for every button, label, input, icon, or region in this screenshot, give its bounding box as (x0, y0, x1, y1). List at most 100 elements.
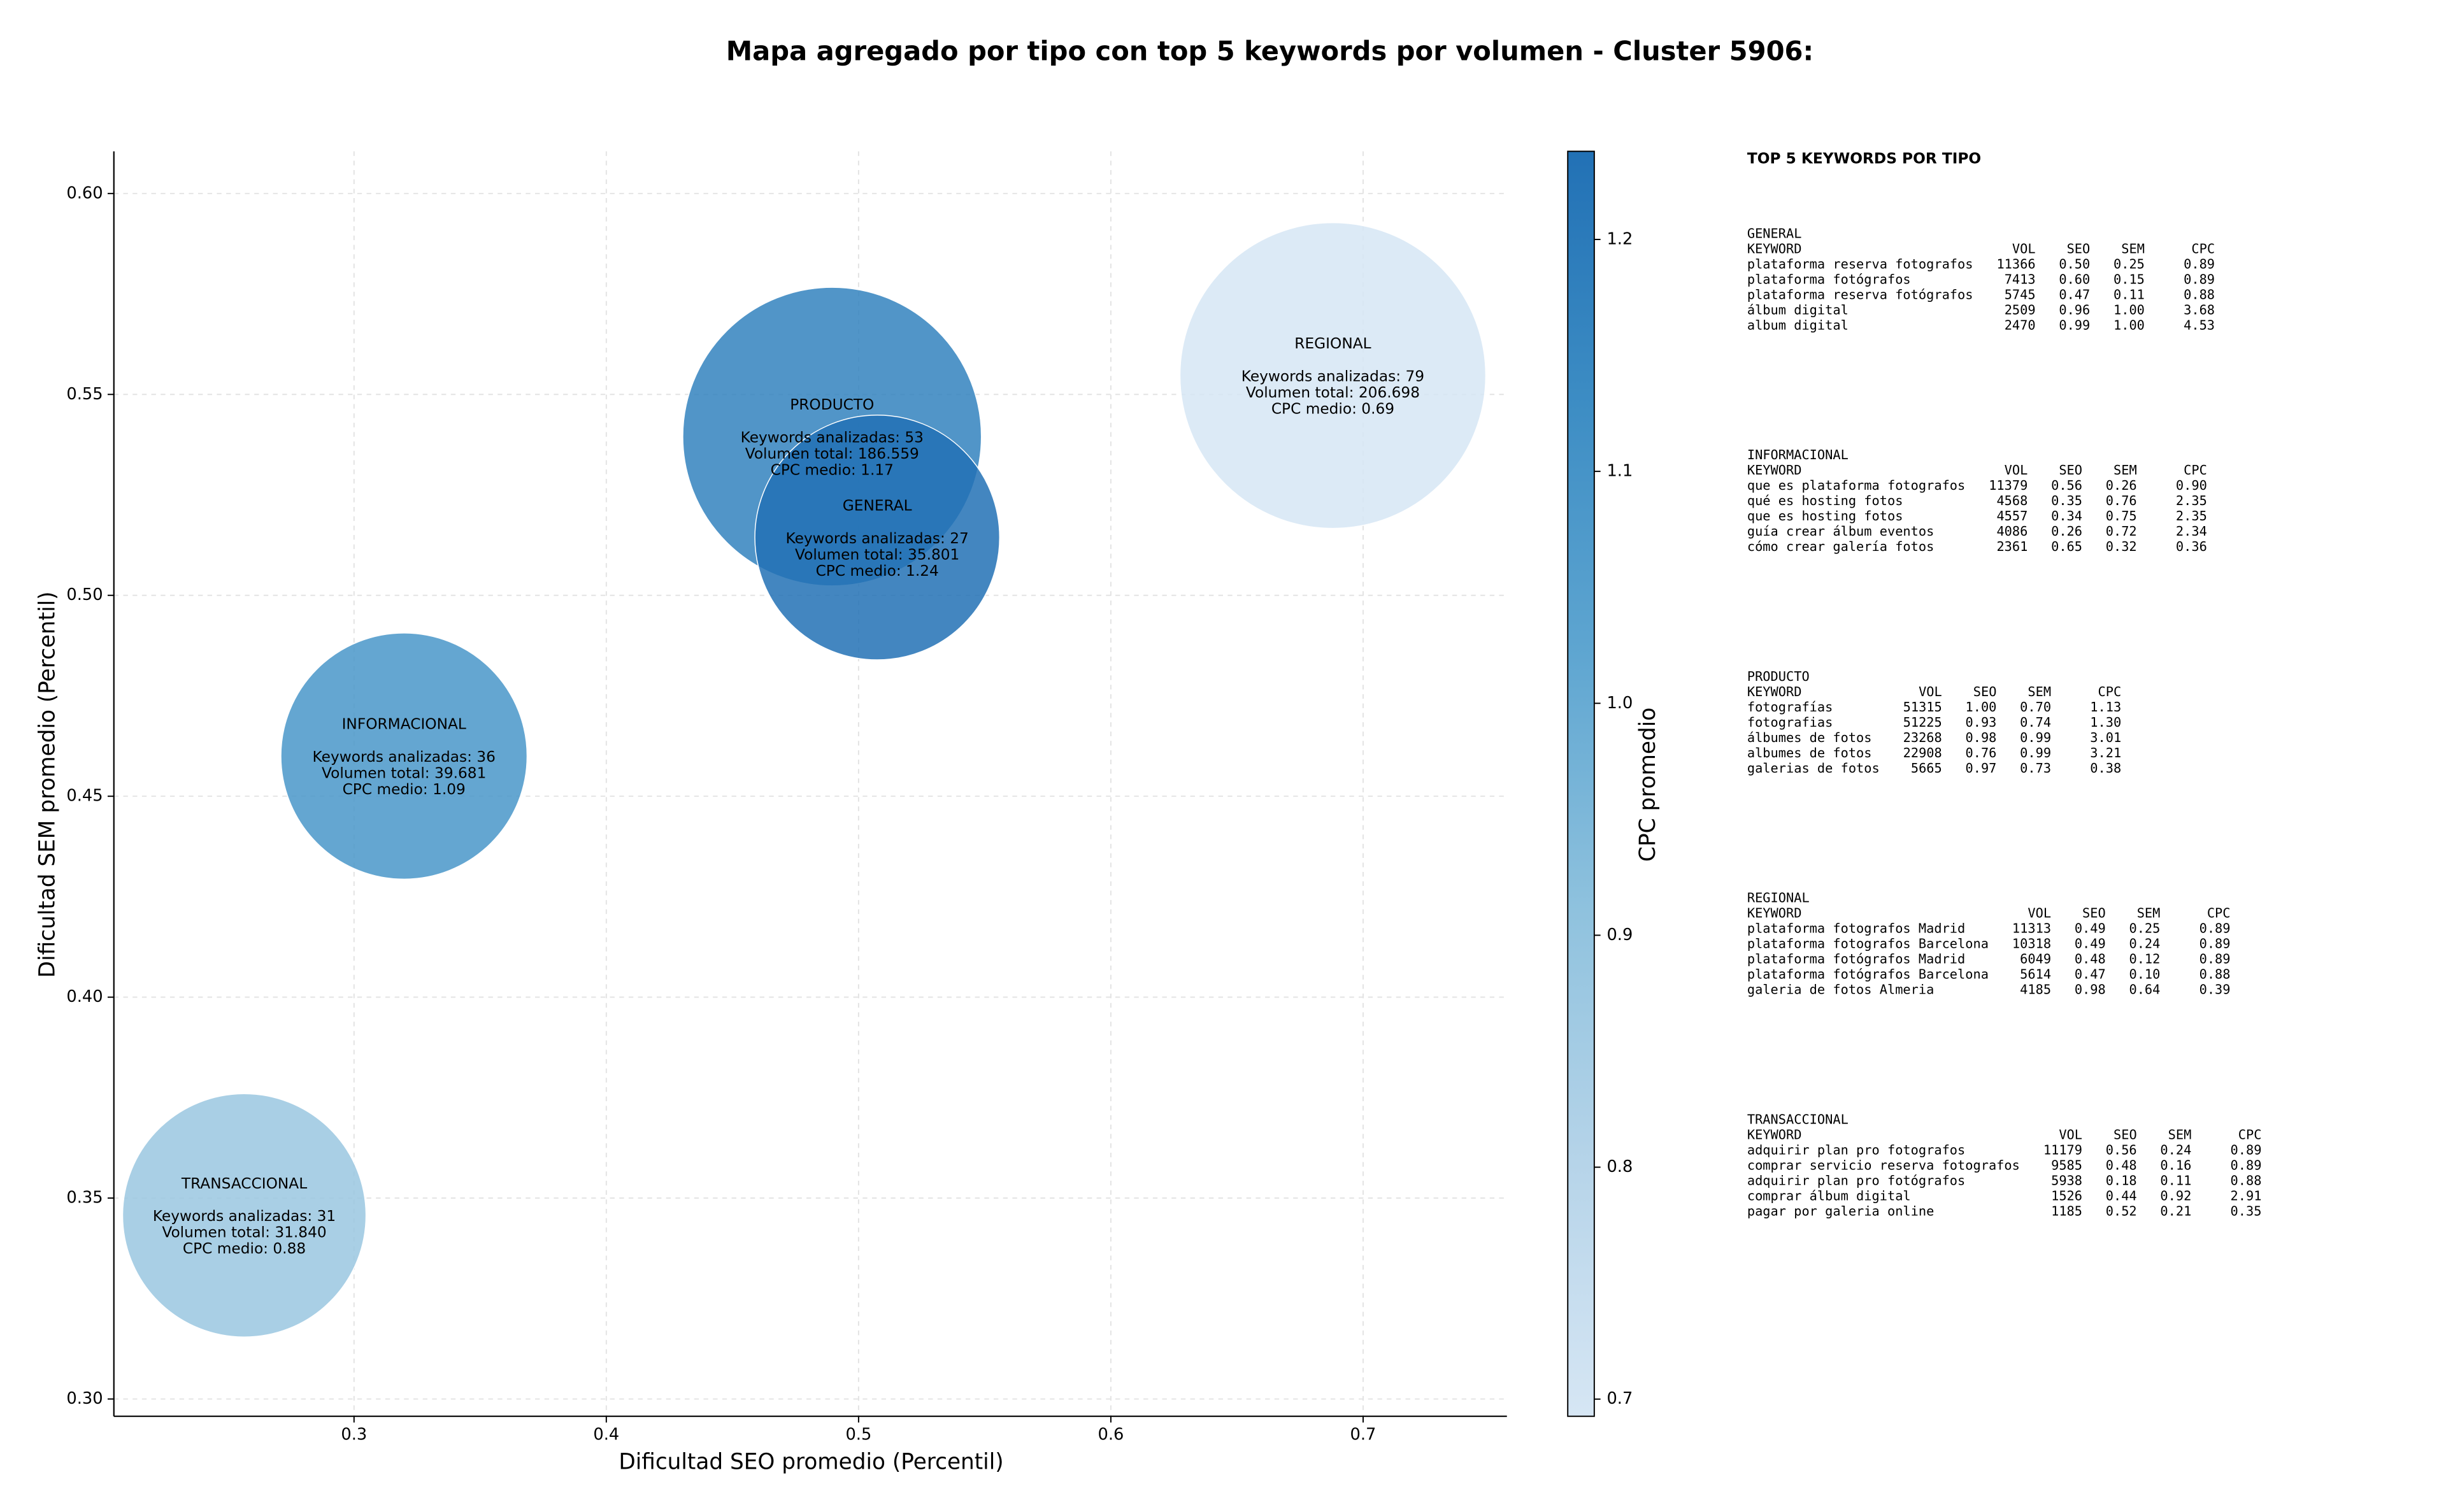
table-cell: 0.56 (2051, 478, 2082, 493)
table-section-title: INFORMACIONAL (1747, 447, 1849, 462)
table-cell: 0.99 (2020, 745, 2051, 760)
table-cell: 2.35 (2176, 508, 2207, 524)
y-tick-label: 0.40 (66, 987, 103, 1006)
table-cell: 0.88 (2231, 1173, 2262, 1188)
table-header: SEM (2137, 906, 2161, 921)
table-cell: 3.21 (2090, 745, 2121, 760)
table-cell: 0.60 (2059, 271, 2090, 287)
table-cell: plataforma fotógrafos (1747, 271, 1911, 287)
table-cell: 0.26 (2106, 478, 2137, 493)
table-cell: 0.90 (2176, 478, 2207, 493)
table-cell: 0.52 (2106, 1203, 2137, 1218)
table-cell: 0.47 (2075, 967, 2106, 982)
bubble (122, 1093, 367, 1337)
table-cell: 0.64 (2129, 982, 2160, 997)
table-cell: 0.36 (2176, 539, 2207, 554)
table-cell: 0.25 (2113, 256, 2145, 271)
table-cell: adquirir plan pro fotografos (1747, 1142, 1965, 1157)
table-section-title: TRANSACCIONAL (1747, 1111, 1849, 1127)
table-cell: 3.68 (2184, 302, 2215, 317)
table-cell: 0.99 (2020, 730, 2051, 745)
colorbar-tick-label: 0.7 (1606, 1389, 1633, 1408)
bubble (280, 632, 528, 880)
table-header: VOL (2005, 462, 2028, 478)
table-cell: 4568 (1996, 493, 2028, 508)
table-cell: fotografías (1747, 699, 1833, 715)
table-cell: 0.89 (2199, 952, 2231, 967)
table-cell: 0.32 (2106, 539, 2137, 554)
colorbar-label: CPC promedio (1635, 708, 1661, 862)
table-cell: 0.48 (2106, 1157, 2137, 1173)
table-cell: 0.76 (2106, 493, 2137, 508)
chart-title: Mapa agregado por tipo con top 5 keyword… (726, 35, 1813, 66)
table-cell: plataforma fotógrafos Madrid (1747, 952, 1965, 967)
table-header: SEO (2067, 241, 2091, 256)
x-tick-label: 0.7 (1350, 1425, 1377, 1444)
table-cell: 5614 (2020, 967, 2051, 982)
table-cell: 0.98 (1966, 730, 1997, 745)
x-tick-label: 0.5 (845, 1425, 871, 1444)
table-cell: 2.91 (2231, 1188, 2262, 1203)
table-cell: 4185 (2020, 982, 2051, 997)
bubble-label: Keywords analizadas: 79 (1241, 368, 1424, 385)
table-cell: 51315 (1903, 699, 1942, 715)
table-cell: galerias de fotos (1747, 760, 1880, 776)
table-cell: 0.26 (2051, 524, 2082, 539)
table-cell: 0.38 (2090, 760, 2121, 776)
bubble-name: REGIONAL (1294, 335, 1371, 352)
table-cell: 0.50 (2059, 256, 2090, 271)
table-cell: 10318 (2012, 936, 2051, 952)
bubble-label: CPC medio: 0.88 (183, 1240, 306, 1257)
bubble-label: Volumen total: 35.801 (795, 546, 959, 563)
table-cell: guía crear álbum eventos (1747, 524, 1935, 539)
table-cell: 0.15 (2113, 271, 2145, 287)
table-cell: 4557 (1996, 508, 2028, 524)
table-cell: 0.99 (2059, 317, 2090, 332)
bubble-label: Keywords analizadas: 53 (741, 429, 924, 446)
table-cell: 0.35 (2231, 1203, 2262, 1218)
table-cell: 22908 (1903, 745, 1942, 760)
table-cell: 0.97 (1966, 760, 1997, 776)
y-tick-label: 0.55 (66, 385, 103, 404)
colorbar (1567, 150, 1595, 1417)
table-header: CPC (2098, 684, 2122, 699)
table-cell: 51225 (1903, 715, 1942, 730)
table-header: CPC (2238, 1127, 2262, 1142)
table-cell: 0.93 (1966, 715, 1997, 730)
table-cell: comprar servicio reserva fotografos (1747, 1157, 2020, 1173)
table-header: KEYWORD (1747, 1127, 1802, 1142)
table-cell: 0.39 (2199, 982, 2231, 997)
table-header: CPC (2184, 462, 2207, 478)
table-cell: 0.47 (2059, 287, 2090, 302)
table-cell: 0.74 (2020, 715, 2051, 730)
table-cell: plataforma reserva fotografos (1747, 256, 1973, 271)
table-cell: 0.75 (2106, 508, 2137, 524)
table-cell: 2470 (2005, 317, 2036, 332)
table-cell: 5745 (2005, 287, 2036, 302)
table-cell: 1185 (2051, 1203, 2082, 1218)
bubble-label: CPC medio: 1.09 (343, 781, 466, 798)
table-cell: 0.49 (2075, 936, 2106, 952)
table-cell: pagar por galeria online (1747, 1203, 1935, 1218)
table-header: VOL (2028, 906, 2051, 921)
y-tick-label: 0.30 (66, 1389, 103, 1408)
table-cell: comprar álbum digital (1747, 1188, 1911, 1203)
tables-title: TOP 5 KEYWORDS POR TIPO (1747, 150, 1981, 167)
colorbar-tick-label: 0.8 (1606, 1157, 1633, 1176)
table-cell: 1.00 (2113, 317, 2145, 332)
bubble-label: Volumen total: 186.559 (745, 445, 919, 462)
table-cell: plataforma fotografos Madrid (1747, 921, 1965, 936)
table-cell: 1.00 (2113, 302, 2145, 317)
table-header: KEYWORD (1747, 241, 1802, 256)
table-cell: 0.11 (2113, 287, 2145, 302)
bubble-name: GENERAL (843, 497, 912, 514)
table-cell: 0.18 (2106, 1173, 2137, 1188)
table-header: KEYWORD (1747, 906, 1802, 921)
table-cell: 2.35 (2176, 493, 2207, 508)
bubble (1179, 222, 1487, 529)
table-cell: álbum digital (1747, 302, 1849, 317)
x-tick-label: 0.3 (341, 1425, 367, 1444)
table-cell: 0.73 (2020, 760, 2051, 776)
table-cell: 0.70 (2020, 699, 2051, 715)
